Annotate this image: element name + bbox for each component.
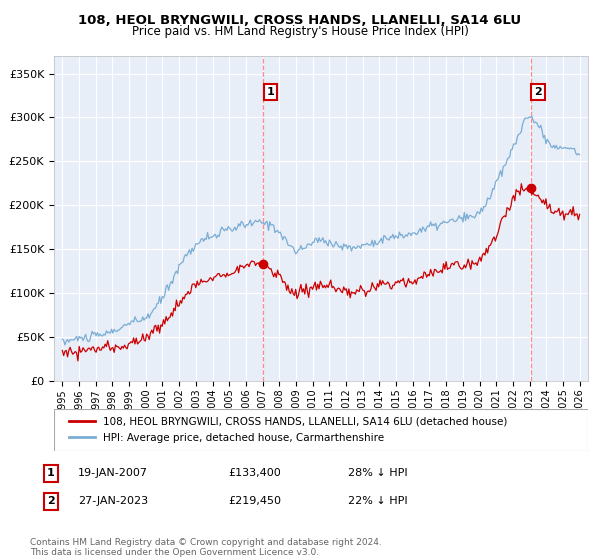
Text: 22% ↓ HPI: 22% ↓ HPI (348, 496, 407, 506)
Text: 1: 1 (267, 87, 275, 97)
Text: Contains HM Land Registry data © Crown copyright and database right 2024.
This d: Contains HM Land Registry data © Crown c… (30, 538, 382, 557)
Text: 108, HEOL BRYNGWILI, CROSS HANDS, LLANELLI, SA14 6LU: 108, HEOL BRYNGWILI, CROSS HANDS, LLANEL… (79, 14, 521, 27)
Text: 28% ↓ HPI: 28% ↓ HPI (348, 468, 407, 478)
Text: Price paid vs. HM Land Registry's House Price Index (HPI): Price paid vs. HM Land Registry's House … (131, 25, 469, 38)
Legend: 108, HEOL BRYNGWILI, CROSS HANDS, LLANELLI, SA14 6LU (detached house), HPI: Aver: 108, HEOL BRYNGWILI, CROSS HANDS, LLANEL… (65, 413, 512, 447)
Text: 2: 2 (47, 496, 55, 506)
Text: £219,450: £219,450 (228, 496, 281, 506)
Text: 19-JAN-2007: 19-JAN-2007 (78, 468, 148, 478)
Text: £133,400: £133,400 (228, 468, 281, 478)
Text: 27-JAN-2023: 27-JAN-2023 (78, 496, 148, 506)
Text: 2: 2 (534, 87, 542, 97)
Text: 1: 1 (47, 468, 55, 478)
